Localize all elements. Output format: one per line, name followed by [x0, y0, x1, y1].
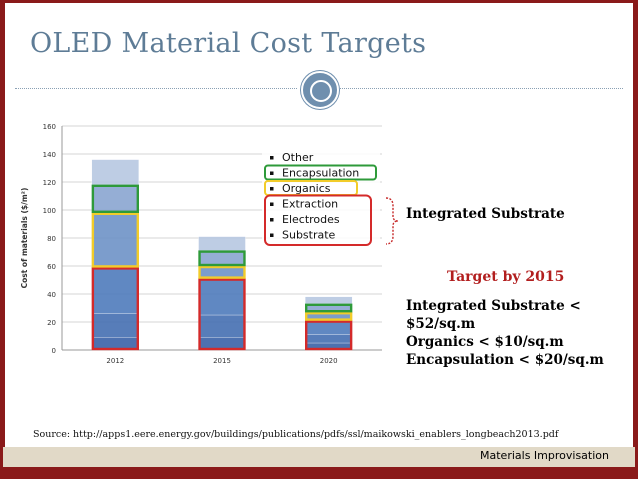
y-tick-label: 80 — [47, 235, 56, 243]
organics-outline — [198, 265, 246, 279]
circle-ornament-icon — [301, 71, 339, 109]
y-tick-label: 20 — [47, 319, 56, 327]
legend-marker — [270, 156, 274, 160]
target-line-3: Organics < $10/sq.m — [406, 334, 564, 350]
target-line-1: Integrated Substrate < — [406, 298, 581, 314]
legend-marker — [270, 233, 274, 237]
bar-segment-electrodes — [305, 334, 353, 344]
y-tick-label: 140 — [43, 151, 56, 159]
x-tick-label: 2012 — [106, 357, 124, 365]
encapsulation-outline — [305, 303, 353, 313]
x-tick-label: 2015 — [213, 357, 231, 365]
slide-title: OLED Material Cost Targets — [30, 28, 427, 59]
legend-label: Encapsulation — [282, 167, 359, 180]
bracket-icon — [385, 197, 399, 245]
y-axis-label: Cost of materials ($/m²) — [20, 188, 29, 289]
bar-segment-encapsulation — [198, 250, 246, 267]
frame-top — [0, 0, 638, 3]
legend-marker — [270, 218, 274, 222]
bar-segment-other — [305, 296, 353, 304]
legend-label: Organics — [282, 182, 331, 195]
legend-marker — [270, 187, 274, 191]
legend-encapsulation-outline — [264, 164, 377, 181]
bar-segment-other — [91, 159, 139, 185]
footer-text: Materials Improvisation — [480, 449, 609, 462]
legend-label: Substrate — [282, 229, 336, 242]
organics-outline — [305, 311, 353, 321]
source-citation: Source: http://apps1.eere.energy.gov/bui… — [33, 429, 559, 440]
legend-label: Extraction — [282, 198, 338, 211]
y-tick-label: 40 — [47, 291, 56, 299]
bar-segment-other — [198, 236, 246, 251]
target-heading: Target by 2015 — [447, 269, 565, 285]
x-tick-label: 2020 — [320, 357, 338, 365]
legend-label: Other — [282, 151, 314, 164]
y-tick-label: 100 — [43, 207, 56, 215]
target-line-2: $52/sq.m — [406, 316, 476, 332]
encapsulation-outline — [198, 250, 246, 267]
substrate-group-outline — [305, 320, 353, 351]
organics-outline — [91, 212, 140, 268]
bar-segment-electrodes — [91, 313, 139, 338]
bar-segment-electrodes — [198, 314, 246, 338]
frame-left — [0, 0, 5, 479]
encapsulation-outline — [91, 184, 140, 214]
legend-marker — [270, 171, 274, 175]
bar-segment-encapsulation — [91, 184, 139, 213]
legend-substrate-group-outline — [264, 194, 372, 246]
bar-segment-organics — [91, 212, 139, 268]
title-divider-right — [340, 88, 623, 89]
frame-right — [633, 0, 638, 479]
title-divider-left — [15, 88, 297, 89]
integrated-substrate-label: Integrated Substrate — [406, 206, 565, 222]
bar-segment-extraction — [198, 278, 246, 316]
frame-bottom — [0, 467, 638, 479]
footer-band — [3, 447, 635, 467]
substrate-group-outline — [198, 278, 246, 351]
y-tick-label: 120 — [43, 179, 56, 187]
bar-segment-extraction — [91, 267, 139, 314]
cost-chart: 0 20 40 60 80 100 120 140 160 Cost of materials (… — [14, 116, 398, 374]
y-tick-label: 0 — [52, 347, 56, 355]
substrate-group-outline — [91, 267, 140, 351]
y-tick-label: 60 — [47, 263, 56, 271]
legend-label: Electrodes — [282, 213, 340, 226]
legend-marker — [270, 202, 274, 206]
target-line-4: Encapsulation < $20/sq.m — [406, 352, 604, 368]
y-tick-label: 160 — [43, 123, 56, 131]
